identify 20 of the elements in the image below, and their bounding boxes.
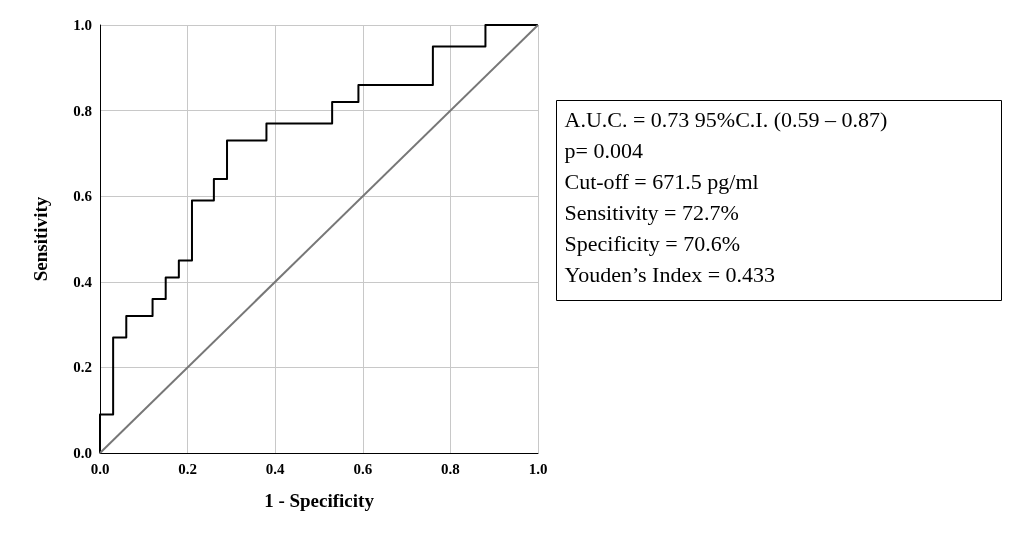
y-tick-label: 0.4	[73, 273, 93, 290]
y-tick-label: 0.2	[73, 359, 92, 376]
x-tick-label: 0.6	[353, 460, 373, 477]
text: Sensitivity = 72.7%	[564, 200, 739, 225]
y-tick-label: 0.8	[73, 102, 92, 119]
x-tick-label: 0.0	[90, 460, 110, 477]
text: Cut-off = 671.5 pg/ml	[564, 169, 759, 194]
y-tick-label: 1.0	[73, 17, 92, 33]
y-tick-label: 0.6	[73, 188, 93, 205]
text: A.U.C. = 0.73 95%C.I. (0.59 – 0.87)	[564, 107, 888, 132]
x-tick-label: 0.4	[265, 460, 286, 477]
x-tick-label: 0.2	[178, 460, 197, 477]
x-tick-label: 0.8	[441, 460, 460, 477]
y-tick-label: 0.0	[73, 445, 92, 461]
text: Youden’s Index = 0.433	[564, 262, 776, 287]
text: Specificity = 70.6%	[564, 231, 741, 256]
text: p= 0.004	[564, 138, 643, 163]
y-axis-title: Sensitivity	[30, 196, 51, 282]
x-axis-title: 1 - Specificity	[264, 490, 375, 511]
x-tick-label: 1.0	[528, 460, 548, 477]
